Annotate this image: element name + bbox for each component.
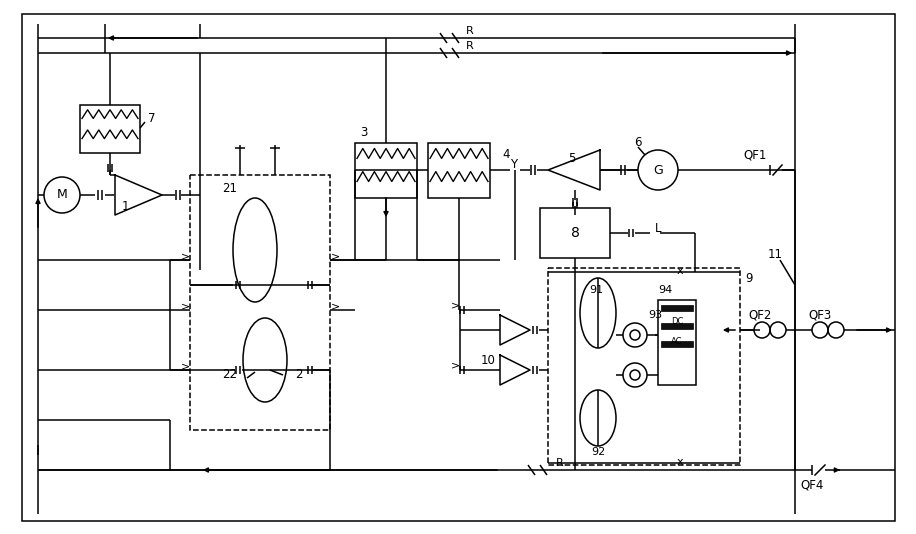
Text: QF3: QF3 [809, 309, 832, 321]
Text: QF4: QF4 [801, 478, 823, 491]
Text: 91: 91 [589, 285, 603, 295]
Bar [80, 105, 140, 153]
Text: G: G [653, 163, 663, 177]
Bar [428, 143, 490, 198]
Text: 2: 2 [295, 368, 302, 381]
Text: 94: 94 [658, 285, 672, 295]
Bar [661, 341, 693, 347]
Text: 7: 7 [148, 112, 156, 124]
Text: >: > [331, 251, 340, 261]
Text: 6: 6 [634, 137, 642, 150]
Text: R: R [556, 458, 564, 468]
Text: >: > [331, 301, 340, 311]
Polygon shape [115, 175, 162, 215]
Text: 21: 21 [223, 182, 237, 194]
Bar [355, 143, 417, 198]
Text: >: > [451, 300, 460, 310]
Text: 3: 3 [360, 125, 367, 138]
Text: R: R [466, 41, 474, 51]
Text: >: > [180, 361, 190, 371]
Text: AC: AC [671, 337, 682, 347]
Bar [661, 305, 693, 311]
Polygon shape [500, 355, 530, 385]
Text: >: > [451, 360, 460, 370]
Polygon shape [500, 315, 530, 345]
Text: x: x [677, 457, 683, 467]
Text: 93: 93 [648, 310, 662, 320]
Bar [540, 208, 610, 258]
Polygon shape [548, 150, 600, 190]
Text: 22: 22 [223, 368, 237, 381]
Text: 10: 10 [481, 354, 496, 366]
Text: 9: 9 [745, 271, 753, 285]
Text: QF2: QF2 [748, 309, 771, 321]
Text: 92: 92 [591, 447, 605, 457]
Text: DC: DC [671, 318, 683, 326]
Text: x: x [677, 266, 683, 276]
Text: >: > [180, 301, 190, 311]
Text: >: > [180, 251, 190, 261]
Text: QF1: QF1 [743, 148, 767, 161]
Text: 11: 11 [768, 248, 782, 262]
Text: 1: 1 [121, 200, 129, 214]
Bar [190, 175, 330, 430]
Text: M: M [57, 189, 68, 201]
Text: L: L [655, 222, 661, 234]
Text: 5: 5 [568, 152, 575, 164]
Text: R: R [466, 26, 474, 36]
Text: 4: 4 [502, 148, 509, 161]
Bar [658, 300, 696, 385]
Text: 8: 8 [571, 226, 580, 240]
Bar [548, 268, 740, 465]
Text: Y: Y [510, 159, 518, 171]
Bar [661, 323, 693, 329]
